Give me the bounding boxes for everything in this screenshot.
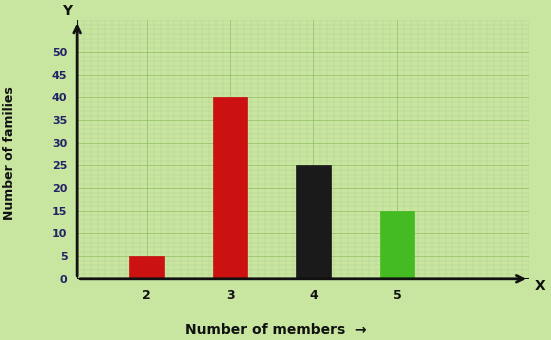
Text: Number of families: Number of families [3, 86, 16, 220]
Bar [296, 166, 331, 279]
Text: Number of members  →: Number of members → [185, 323, 366, 337]
Bar [380, 211, 414, 279]
Text: X: X [534, 278, 545, 293]
Text: Y: Y [62, 4, 72, 18]
Bar [213, 98, 247, 279]
Bar [129, 256, 164, 279]
